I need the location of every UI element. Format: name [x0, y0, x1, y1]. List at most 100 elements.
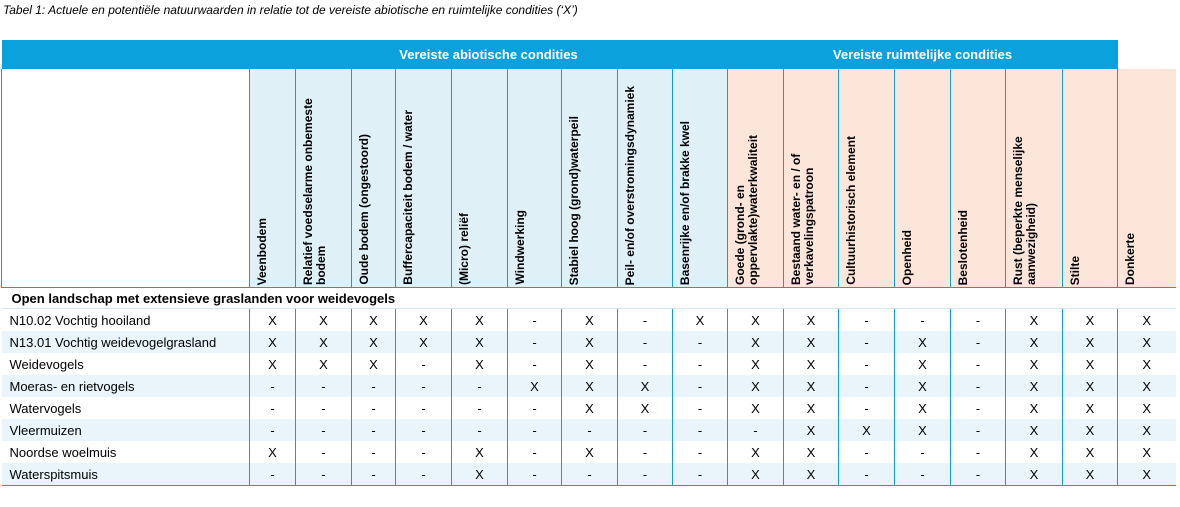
- table-cell: X: [783, 463, 839, 486]
- table-cell: -: [950, 397, 1006, 419]
- table-cell: -: [838, 375, 895, 397]
- column-header: Peil- en/of overstromingsdynamiek: [617, 69, 673, 288]
- table-cell: X: [894, 331, 951, 353]
- table-cell: -: [617, 441, 673, 463]
- column-header: Veenbodem: [249, 69, 296, 288]
- row-name: Watervogels: [9, 400, 82, 416]
- table-row: N13.01 Vochtig weidevogelgrasland X X X X X - X…: [1, 331, 1176, 353]
- column-header-label: Peil- en/of overstromingsdynamiek: [623, 85, 637, 285]
- table-cell: -: [950, 353, 1006, 375]
- table-cell: X: [451, 353, 508, 375]
- table-cell: X: [295, 353, 352, 375]
- table-caption: Tabel 1: Actuele en potentiële natuurwaa…: [3, 3, 578, 17]
- table-cell: X: [1005, 331, 1063, 353]
- table-cell: X: [727, 308, 784, 331]
- table-cell: -: [894, 441, 951, 463]
- table-cell: -: [672, 353, 728, 375]
- table-cell: X: [451, 441, 508, 463]
- row-name: N10.02 Vochtig hooiland: [9, 312, 151, 328]
- column-header: Buffercapaciteit bodem / water: [395, 69, 452, 288]
- table-row: Weidevogels X X X - X - X - - X X - X - X X X: [2, 353, 1176, 375]
- row-name: Vleermuizen: [1, 419, 250, 441]
- table-cell: X: [1005, 463, 1063, 486]
- table-cell: -: [249, 419, 296, 441]
- table-cell: X: [249, 308, 296, 331]
- table-cell: X: [561, 397, 618, 419]
- column-header-label: Openheid: [900, 229, 914, 285]
- table-cell: X: [727, 331, 784, 353]
- table-cell: -: [507, 331, 562, 353]
- table-cell: X: [249, 441, 296, 463]
- table-cell: X: [783, 419, 839, 441]
- table-cell: X: [451, 463, 508, 486]
- table-cell: X: [561, 353, 618, 375]
- table-cell: X: [561, 441, 618, 463]
- table-cell: X: [617, 397, 673, 419]
- table-cell: X: [1117, 353, 1176, 375]
- table-cell: -: [894, 308, 951, 331]
- table-cell: X: [1117, 441, 1176, 463]
- table-cell: -: [950, 463, 1006, 486]
- table-cell: X: [783, 353, 839, 375]
- table-cell: X: [1005, 375, 1063, 397]
- column-header-label: Cultuurhistorisch element: [844, 136, 858, 285]
- table-cell: -: [617, 331, 673, 353]
- table-cell: X: [295, 308, 352, 331]
- table-cell: -: [838, 353, 895, 375]
- table-cell: -: [351, 463, 396, 486]
- table-cell: -: [950, 308, 1006, 331]
- table-cell: X: [451, 331, 508, 353]
- table-cell: X: [351, 331, 396, 353]
- column-header: (Micro) reliëf: [451, 69, 508, 288]
- table-cell: X: [894, 419, 951, 441]
- column-header-label: Relatief voedselarme onbemeste bodem: [301, 98, 328, 285]
- table-cell: X: [783, 308, 839, 331]
- column-header: Oude bodem (ongestoord): [351, 69, 396, 288]
- table-cell: X: [894, 397, 951, 419]
- column-header-label: Veenbodem: [255, 217, 269, 285]
- table-cell: -: [507, 463, 562, 486]
- column-header: Basenrijke en/of brakke kwel: [672, 69, 728, 288]
- column-header: Relatief voedselarme onbemeste bodem: [295, 69, 352, 288]
- table-cell: X: [783, 441, 839, 463]
- table-row: Watervogels - - - - - - X X - X X - X - X X X: [2, 397, 1176, 419]
- column-header: Bestaand water- en / of verkavelingspatr…: [783, 69, 839, 288]
- table-cell: -: [672, 375, 728, 397]
- row-name: Moeras- en rietvogels: [1, 375, 250, 397]
- column-header-label: Bestaand water- en / of verkavelingspatr…: [789, 153, 816, 285]
- table-cell: X: [1005, 308, 1063, 331]
- table-cell: -: [451, 419, 508, 441]
- table-cell: -: [249, 463, 296, 486]
- column-header-label: Buffercapaciteit bodem / water: [401, 110, 415, 285]
- column-header: Stabiel hoog (grond)waterpeil: [561, 69, 618, 288]
- table-cell: X: [1062, 441, 1118, 463]
- column-header-label: Stilte: [1068, 255, 1082, 285]
- table-cell: -: [295, 463, 352, 486]
- column-header-label: Windwerking: [513, 210, 527, 285]
- table-cell: X: [727, 463, 784, 486]
- table-cell: X: [395, 331, 452, 353]
- table-cell: X: [727, 353, 784, 375]
- table-cell: X: [727, 441, 784, 463]
- table-cell: X: [1117, 419, 1176, 441]
- table-cell: -: [838, 308, 895, 331]
- table-row: Moeras- en rietvogels - - - - - X X X - X X - X - X X X: [1, 375, 1176, 397]
- table-cell: -: [950, 441, 1006, 463]
- table-cell: X: [351, 353, 396, 375]
- column-header-label: Goede (grond- en oppervlakte)waterkwalit…: [733, 134, 760, 285]
- column-header: Rust (beperkte menselijke aanwezigheid): [1005, 69, 1063, 288]
- table-cell: X: [451, 308, 508, 331]
- table-cell: -: [672, 463, 728, 486]
- table-cell: X: [783, 375, 839, 397]
- table-cell: X: [1005, 397, 1063, 419]
- table-cell: X: [1062, 419, 1118, 441]
- column-header: Beslotenheid: [950, 69, 1006, 288]
- table-cell: X: [1117, 375, 1176, 397]
- table-cell: -: [351, 397, 396, 419]
- table-row: Vleermuizen - - - - - - - - - - X X X - X X X: [1, 419, 1176, 441]
- table-cell: X: [1005, 441, 1063, 463]
- column-header: Stilte: [1062, 69, 1118, 288]
- table-cell: X: [617, 375, 673, 397]
- table-cell: -: [838, 331, 895, 353]
- table-cell: -: [295, 375, 352, 397]
